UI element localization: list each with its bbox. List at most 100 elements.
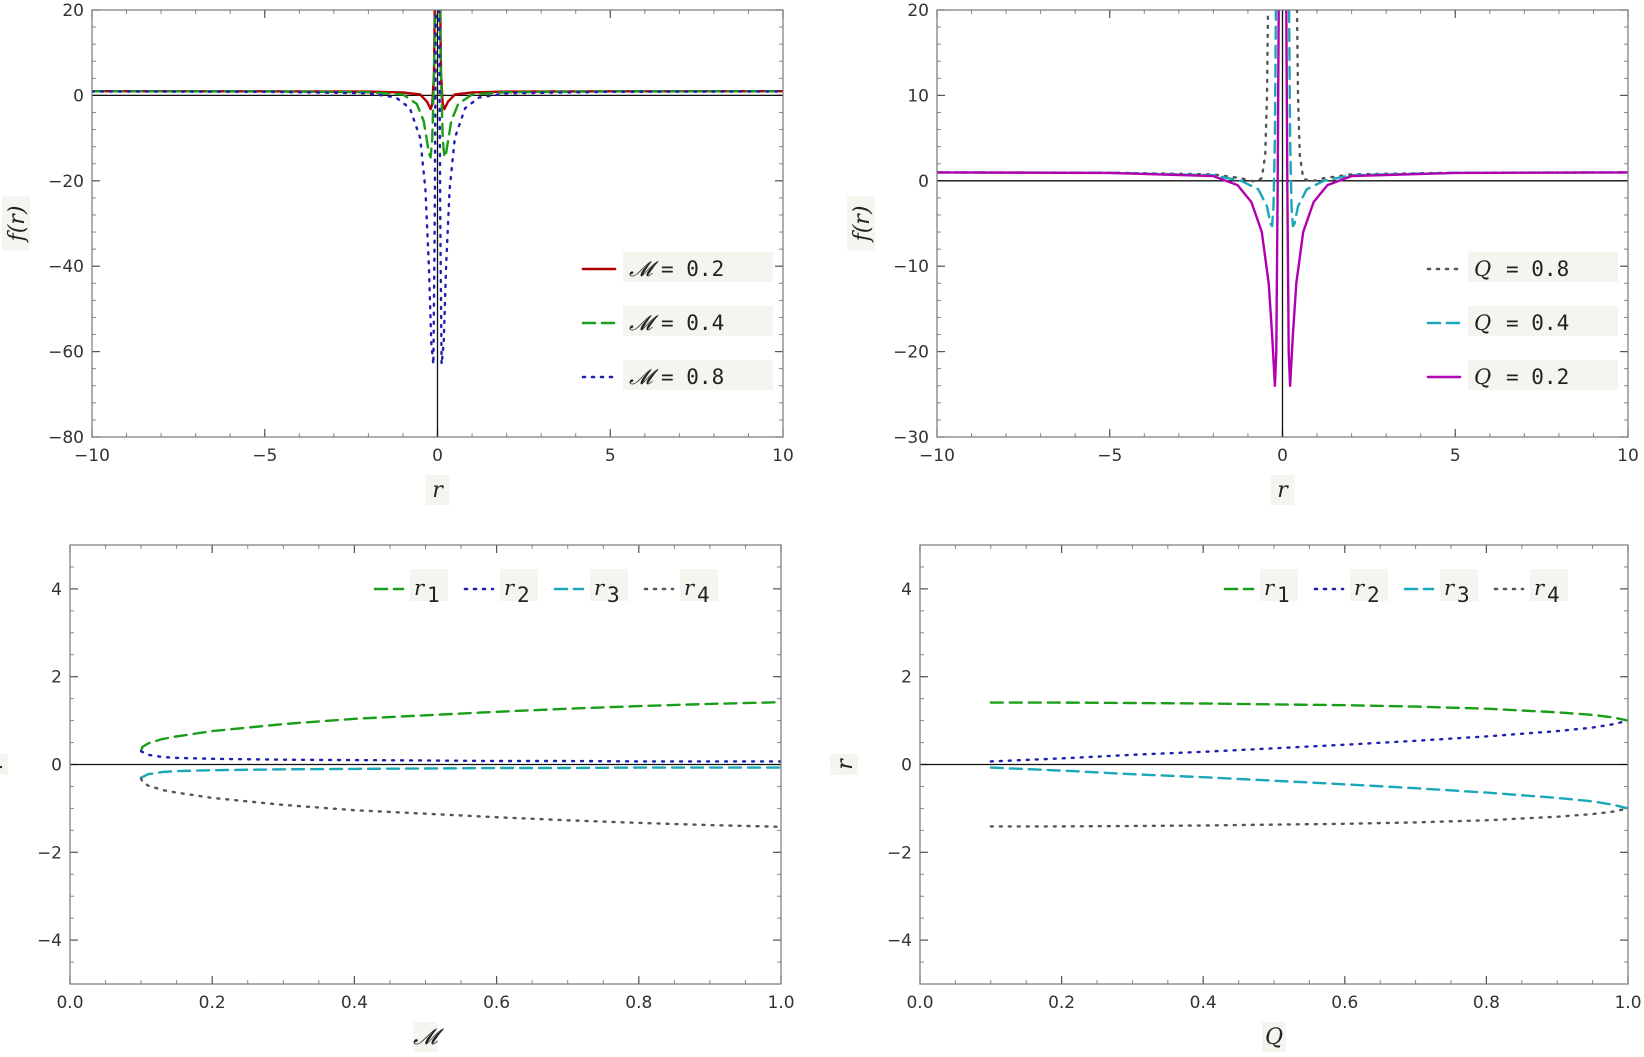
series-line-Q-0-4 <box>937 10 1628 228</box>
x-axis-title-text: 𝓜 <box>413 1025 444 1050</box>
series-line-r1 <box>989 701 1628 722</box>
x-tick-label: 5 <box>1450 446 1461 466</box>
series-line-Q-0-2 <box>937 10 1628 387</box>
legend-label-bg <box>1468 360 1618 390</box>
legend-symbol: r <box>504 576 516 600</box>
x-tick-label: 5 <box>605 446 616 466</box>
x-tick-label: 0.8 <box>1473 993 1500 1013</box>
legend-label-bg <box>500 569 538 601</box>
legend-label-bg <box>623 360 773 390</box>
legend-label-bg <box>1260 569 1298 601</box>
series-line-r3 <box>989 766 1628 810</box>
series-line-r4 <box>139 777 781 828</box>
legend-label-bg <box>680 569 718 601</box>
legend-label-bg <box>590 569 628 601</box>
legend-symbol: r <box>1354 576 1366 600</box>
legend-label-bg <box>1440 569 1478 601</box>
x-axis-title-bg <box>425 475 450 505</box>
series-group <box>989 701 1628 828</box>
series-line-r4 <box>989 807 1628 828</box>
y-tick-label: 2 <box>51 668 62 688</box>
x-tick-label: 0.4 <box>1190 993 1217 1013</box>
x-axis-title-text: r <box>432 478 444 503</box>
legend-subscript: 2 <box>517 583 530 607</box>
x-tick-label: −10 <box>919 446 955 466</box>
y-tick-label: −40 <box>48 257 84 277</box>
legend-subscript: 1 <box>427 583 440 607</box>
series-group <box>139 701 781 828</box>
legend-symbol: Q <box>1474 365 1491 389</box>
y-axis-title: f(r) <box>2 196 30 251</box>
x-tick-label: 0.8 <box>625 993 652 1013</box>
legend-subscript: 2 <box>1367 583 1380 607</box>
x-tick-label: 0.2 <box>199 993 226 1013</box>
plot-frame <box>936 9 1629 438</box>
y-tick-label: −60 <box>48 343 84 363</box>
plot-frame <box>69 544 782 985</box>
legend-symbol: Q <box>1474 257 1491 281</box>
series-line-r2 <box>139 750 781 763</box>
legend-label-bg <box>623 306 773 336</box>
series-line-r1 <box>139 701 781 752</box>
legend-subscript: 4 <box>697 583 710 607</box>
x-axis-title: 𝓜 <box>413 1022 444 1052</box>
y-tick-label: −20 <box>893 343 929 363</box>
series-line-r3 <box>139 766 781 779</box>
legend-subscript: 3 <box>607 583 620 607</box>
x-tick-label: 0.0 <box>56 993 83 1013</box>
y-tick-label: 0 <box>51 756 62 776</box>
x-tick-label: −5 <box>252 446 277 466</box>
y-tick-label: −4 <box>887 931 912 951</box>
legend-label-bg <box>410 569 448 601</box>
y-axis-title: r <box>830 754 858 775</box>
y-axis-title-text: r <box>0 758 8 770</box>
x-axis-title: Q <box>1262 1022 1286 1052</box>
x-axis-title-bg <box>1262 1022 1286 1052</box>
y-tick-label: 0 <box>918 172 929 192</box>
legend-label-bg <box>1468 252 1618 282</box>
chart-panel-top-left: −10 −5 0 5 10 −80 −60 −40 −20 0 20 r f(r) 𝓜 = 0.2𝓜 = 0.… <box>2 1 794 505</box>
y-axis-title-bg <box>2 196 30 251</box>
x-tick-label: 0.0 <box>906 993 933 1013</box>
series-line--0-8 <box>92 10 783 366</box>
y-tick-label: 20 <box>62 1 84 21</box>
y-tick-label: 4 <box>51 580 62 600</box>
y-tick-label: −30 <box>893 428 929 448</box>
x-tick-label: 1.0 <box>767 993 794 1013</box>
x-tick-label: 0 <box>432 446 443 466</box>
x-tick-label: 0.2 <box>1048 993 1075 1013</box>
series-group <box>92 10 783 366</box>
y-axis-title-bg <box>0 754 8 775</box>
legend: 𝓜 = 0.2𝓜 = 0.4𝓜 = 0.8 <box>581 252 773 390</box>
y-axis-title: f(r) <box>847 196 875 251</box>
x-axis-title: r <box>425 475 450 505</box>
legend-symbol: r <box>1264 576 1276 600</box>
x-axis-title-bg <box>413 1022 438 1052</box>
legend-symbol: Q <box>1474 311 1491 335</box>
y-tick-label: 20 <box>907 1 929 21</box>
series-line-r2 <box>989 719 1628 763</box>
legend-value: = 0.2 <box>661 257 724 281</box>
x-tick-label: 10 <box>1617 446 1639 466</box>
y-tick-label: −2 <box>887 843 912 863</box>
legend-symbol: r <box>414 576 426 600</box>
y-tick-label: 10 <box>907 86 929 106</box>
x-tick-label: 10 <box>772 446 794 466</box>
x-axis-title-text: r <box>1277 478 1289 503</box>
y-axis-title-bg <box>847 196 875 251</box>
y-tick-label: −2 <box>37 843 62 863</box>
y-tick-label: −4 <box>37 931 62 951</box>
y-tick-label: 0 <box>901 756 912 776</box>
x-tick-label: −5 <box>1097 446 1122 466</box>
x-axis-title: r <box>1270 475 1295 505</box>
y-tick-label: 2 <box>901 668 912 688</box>
legend-subscript: 3 <box>1457 583 1470 607</box>
legend-label-bg <box>1350 569 1388 601</box>
plot-frame <box>919 544 1629 985</box>
legend-value: = 0.8 <box>1506 257 1569 281</box>
x-axis-title-bg <box>1270 475 1295 505</box>
